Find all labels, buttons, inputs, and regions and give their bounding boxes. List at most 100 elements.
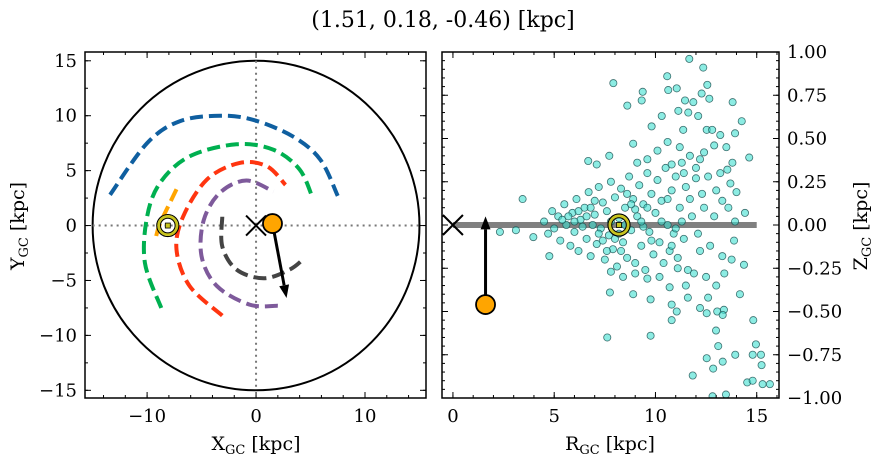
scatter-point	[590, 196, 599, 205]
scatter-point	[737, 117, 746, 126]
left-ylabel: YGC [kpc]	[7, 182, 32, 271]
scatter-point	[674, 106, 683, 115]
scatter-point	[700, 203, 709, 212]
scatter-point	[757, 361, 766, 370]
scatter-point	[693, 229, 702, 238]
scatter-point	[687, 212, 696, 221]
scatter-point	[765, 380, 774, 389]
scatter-point	[708, 125, 717, 134]
scatter-point	[643, 203, 652, 212]
scatter-point	[684, 108, 693, 117]
scatter-point	[578, 222, 587, 231]
scatter-point	[638, 87, 647, 96]
scatter-point	[748, 350, 757, 359]
scatter-point	[623, 253, 632, 262]
scatter-point	[667, 300, 676, 309]
scatter-point	[619, 272, 628, 281]
sun-center	[616, 222, 622, 228]
scatter-point	[550, 224, 559, 233]
scatter-point	[721, 390, 730, 398]
scatter-point	[629, 139, 638, 148]
scatter-point	[705, 94, 714, 103]
x-tick-label: 10	[354, 406, 377, 427]
scatter-point	[710, 141, 719, 150]
scatter-point	[592, 160, 601, 169]
scatter-point	[647, 189, 656, 198]
scatter-point	[685, 54, 694, 63]
scatter-point	[663, 72, 672, 81]
scatter-point	[748, 376, 757, 385]
scatter-point	[598, 198, 607, 207]
scatter-point	[696, 155, 705, 164]
scatter-point	[716, 131, 725, 140]
scatter-point	[706, 241, 715, 250]
x-tick-label: 0	[250, 406, 261, 427]
scatter-point	[735, 290, 744, 299]
scatter-point	[540, 217, 549, 226]
scatter-point	[718, 196, 727, 205]
scatter-point	[739, 260, 748, 269]
sun-ring	[157, 215, 179, 237]
scatter-point	[655, 238, 664, 247]
scatter-point	[560, 200, 569, 209]
scatter-point	[726, 179, 735, 188]
scatter-point	[731, 129, 740, 138]
scatter-point	[586, 252, 595, 261]
x-tick-label: 0	[447, 406, 458, 427]
scatter-point	[712, 186, 721, 195]
scatter-point	[688, 371, 697, 380]
scatter-point	[720, 269, 729, 278]
scatter-point	[647, 236, 656, 245]
galactic-center-x-marker	[442, 214, 464, 236]
x-tick-label: 10	[644, 406, 667, 427]
object-marker	[262, 213, 283, 234]
scatter-point	[586, 203, 595, 212]
y-tick-label: −0.50	[787, 302, 842, 323]
scatter-point	[637, 96, 646, 105]
scatter-point	[710, 212, 719, 221]
y-tick-label: 10	[54, 106, 77, 127]
scatter-point	[511, 226, 520, 235]
scatter-point	[570, 227, 579, 236]
scatter-point	[702, 354, 711, 363]
scatter-point	[758, 380, 767, 389]
scatter-point	[672, 84, 681, 93]
sun-center	[164, 222, 171, 229]
scatter-point	[704, 293, 713, 302]
right-xlabel: RGC [kpc]	[565, 433, 655, 458]
scatter-point	[602, 207, 611, 216]
scatter-point	[605, 288, 614, 297]
x-tick-label: 5	[548, 406, 559, 427]
scatter-point	[712, 326, 721, 335]
scatter-point	[653, 176, 662, 185]
scatter-point	[694, 112, 703, 121]
orbit-arc-4	[219, 216, 306, 281]
scatter-point	[718, 357, 727, 366]
scatter-point	[643, 155, 652, 164]
scatter-point	[633, 158, 642, 167]
scatter-point	[672, 307, 681, 316]
scatter-point	[582, 234, 591, 243]
scatter-point	[718, 252, 727, 261]
scatter-point	[677, 158, 686, 167]
sun-inner-ring	[159, 217, 176, 234]
scatter-point	[663, 137, 672, 146]
scatter-point	[681, 281, 690, 290]
scatter-point	[673, 253, 682, 262]
orbit-arc-1	[141, 142, 315, 309]
orbit-arc-2	[174, 160, 287, 318]
sun-ring	[608, 214, 630, 236]
scatter-point	[594, 229, 603, 238]
y-tick-label: 0.25	[787, 172, 827, 193]
scatter-point	[679, 234, 688, 243]
scatter-point	[667, 316, 676, 325]
scatter-point	[603, 333, 612, 342]
scatter-point	[740, 208, 749, 217]
scatter-point	[604, 231, 613, 240]
y-tick-label: −5	[50, 270, 77, 291]
scatter-point	[697, 89, 706, 98]
scatter-point	[718, 310, 727, 319]
scatter-point	[709, 364, 718, 373]
y-tick-label: 0.00	[787, 215, 827, 236]
scatter-point	[590, 210, 599, 219]
